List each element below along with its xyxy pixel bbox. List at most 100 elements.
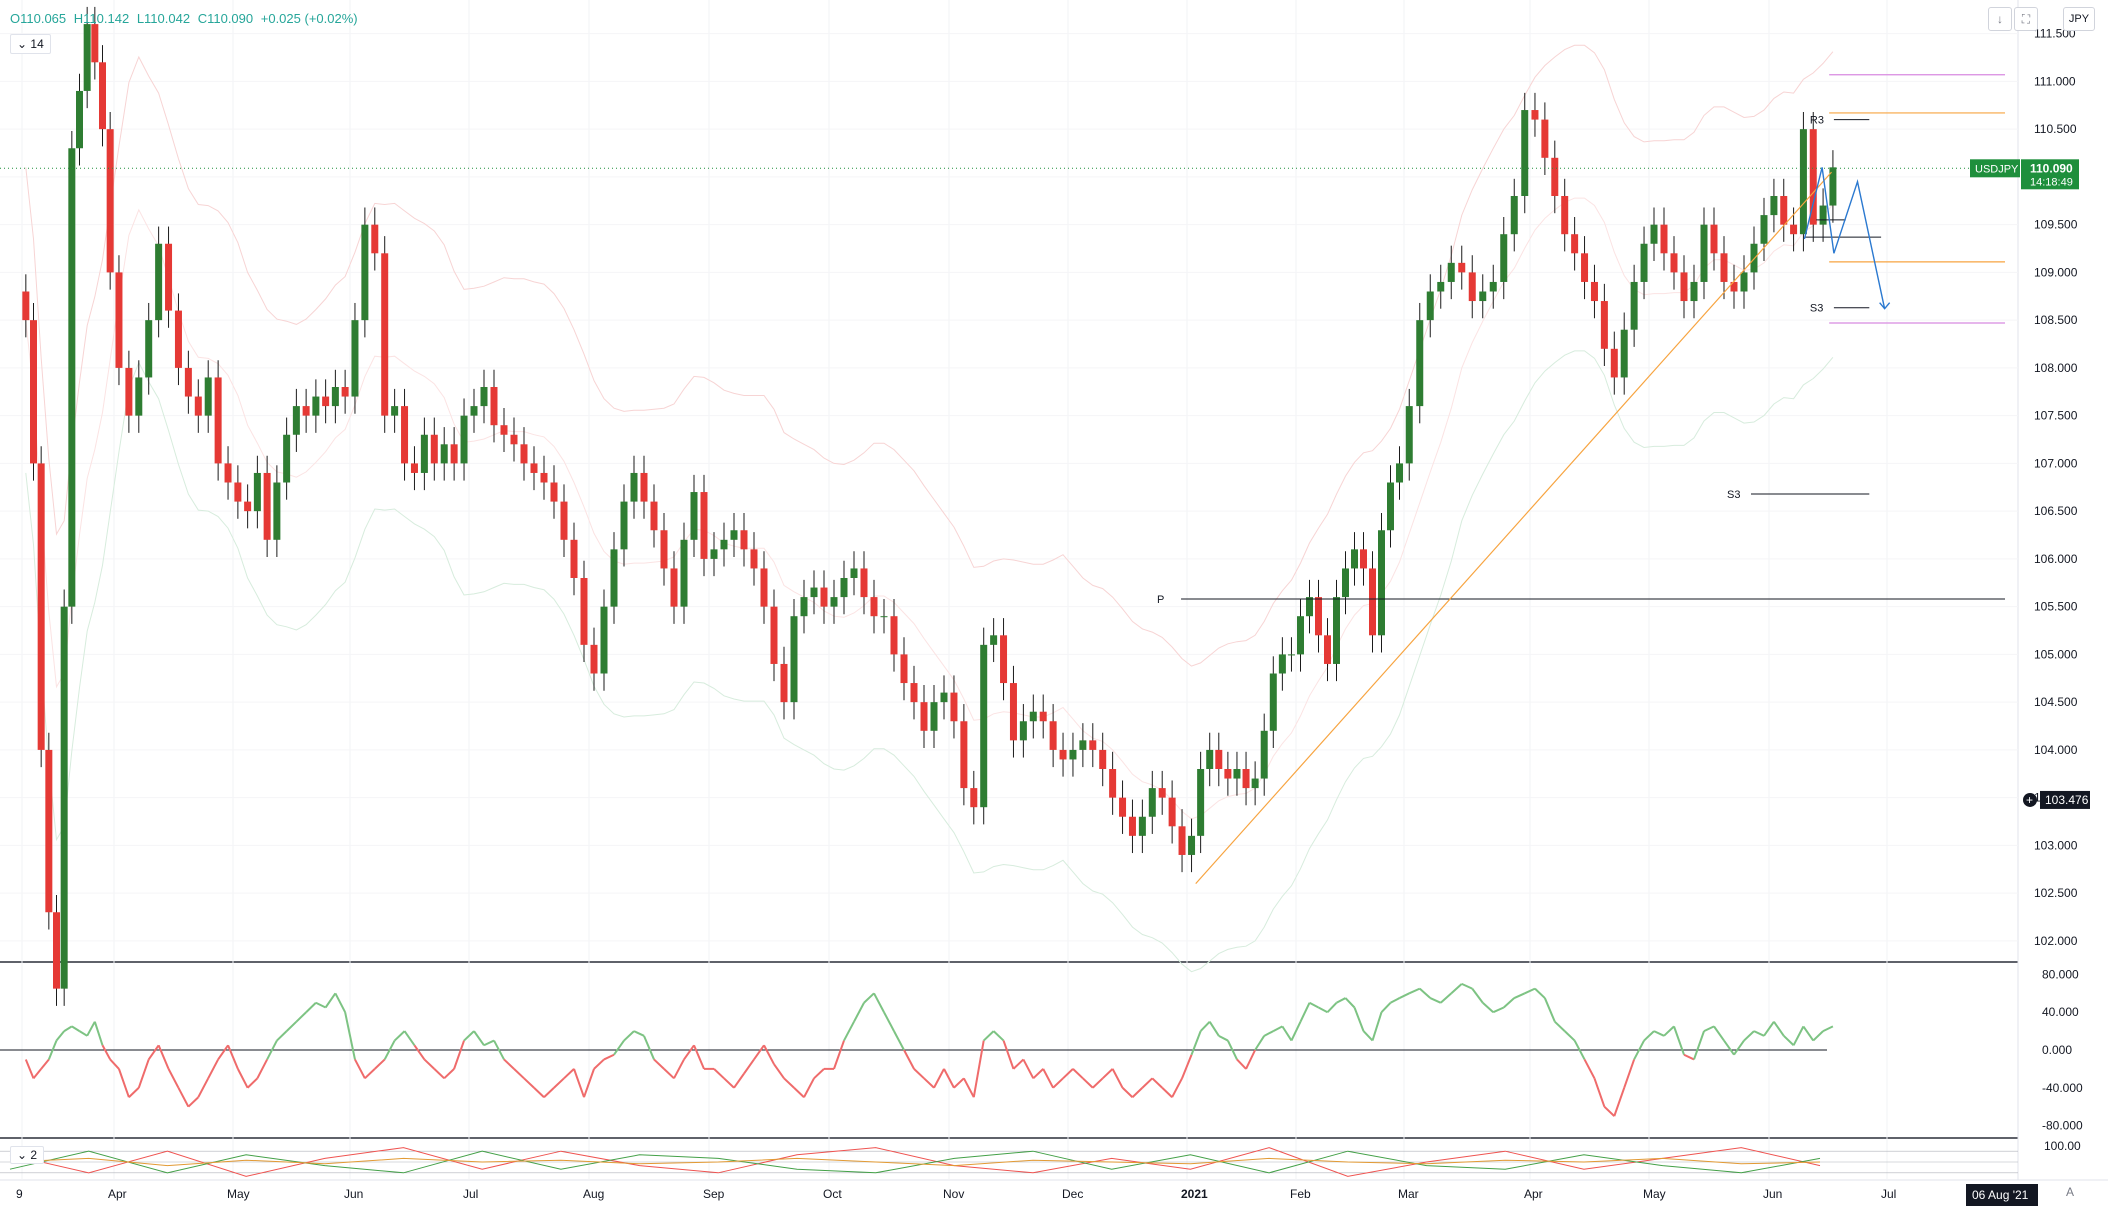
chevron-down-icon: ⌄ [17,1148,28,1162]
candle-body [1521,110,1529,196]
oscillator-segment [1723,1039,1735,1056]
candle-body [1333,597,1340,664]
oscillator-segment [833,1040,845,1070]
band-line [25,197,1834,820]
oscillator-segment [933,1068,945,1089]
oscillator-segment [1042,1068,1055,1089]
candle-body [53,912,60,989]
oscillator-segment [227,1044,239,1070]
candle-body [1387,482,1394,531]
candle-body [1799,129,1807,235]
y-tick-label: 106.000 [2034,552,2078,566]
osc-tick-label: 0.000 [2042,1043,2072,1057]
candle-body [145,320,153,378]
candle-body [420,434,428,473]
x-tick-label: Oct [823,1187,842,1201]
oscillator-segment [334,992,347,1013]
candle-body [1158,788,1166,798]
oscillator-segment [1450,983,1463,995]
oscillator-segment [653,1058,665,1070]
oscillator-segment [1226,1040,1238,1060]
candle-body [1009,683,1017,741]
oscillator-segment [713,1068,725,1080]
pivot-level-label: P [1157,594,1164,606]
oscillator-segment [236,1068,249,1089]
oscillator-segment [923,1077,935,1089]
auto-scale-button[interactable]: A [2066,1185,2075,1199]
candle-body [710,549,718,559]
candle-body [740,530,748,550]
oscillator-segment [1613,1087,1626,1117]
oscillator-segment [433,1068,445,1080]
candle-body [700,492,708,559]
oscillator-segment [1263,1030,1274,1037]
oscillator-segment [1713,1025,1725,1042]
candle-body [450,444,458,464]
osc-tick-label: 80.000 [2042,967,2079,981]
candle-body [1447,262,1455,282]
oscillator-segment [157,1044,170,1070]
oscillator-segment [863,992,875,1004]
oscillator-segment [1131,1087,1144,1098]
y-tick-label: 111.000 [2034,74,2076,88]
oscillator-segment [423,1058,435,1070]
candle-body [60,606,68,989]
candle-body [312,396,320,416]
oscillator-segment [71,1025,81,1032]
candle-body [470,406,478,416]
oscillator-segment [1199,1020,1211,1032]
oscillator-segment [1022,1058,1035,1079]
oscillator-segment [1583,1058,1596,1079]
currency-button[interactable]: JPY [2063,7,2095,31]
oscillator-segment [1663,1025,1675,1037]
candle-body [990,635,998,645]
y-tick-label: 104.500 [2034,695,2078,709]
candle-body [1660,224,1668,254]
candle-body [1690,281,1698,302]
indicator-period-osc[interactable]: ⌄ 2 [10,1146,45,1164]
candle-body [1324,635,1331,664]
x-tick-label: Aug [583,1187,604,1201]
y-tick-label: 102.000 [2034,934,2078,948]
oscillator-segment [1623,1059,1636,1089]
oscillator-segment [1190,1030,1202,1056]
candle-body [1416,320,1424,407]
oscillator-segment [1254,1035,1266,1051]
oscillator-segment [40,1058,50,1070]
candle-body [68,148,76,607]
oscillator-segment [493,1040,505,1060]
oscillator-segment [403,1030,416,1046]
candle-body [410,463,418,473]
candle-body [600,606,608,674]
legend-low: L110.042 [136,11,191,26]
candle-body [115,272,123,368]
y-tick-label: 107.500 [2034,409,2078,423]
oscillator-segment [1290,1021,1302,1041]
y-tick-label: 104.000 [2034,743,2078,757]
candle-body [1437,281,1445,292]
oscillator-segment [305,1002,317,1013]
oscillator-segment [1733,1039,1745,1056]
oscillator-segment [1012,1058,1025,1070]
candle-body [1224,769,1232,779]
oscillator-segment [1461,982,1473,990]
indicator-period-main[interactable]: ⌄ 14 [10,34,51,54]
oscillator-segment [1792,1025,1805,1046]
oscillator-segment [1429,997,1442,1004]
candle-body [1342,568,1349,598]
oscillator-segment [1524,987,1536,995]
down-arrow-icon[interactable]: ↓ [1988,7,2012,31]
candle-body [1297,616,1304,655]
candle-body [174,310,182,368]
oscillator-segment [1161,1087,1173,1098]
oscillator-segment [137,1059,150,1089]
candle-body [970,788,978,808]
candle-body [234,482,242,502]
candle-body [1215,749,1223,769]
candle-body [1680,272,1688,302]
oscillator-segment [1390,997,1400,1004]
oscillator-segment [1822,1025,1834,1033]
maximize-icon[interactable]: ⛶ [2014,7,2038,31]
